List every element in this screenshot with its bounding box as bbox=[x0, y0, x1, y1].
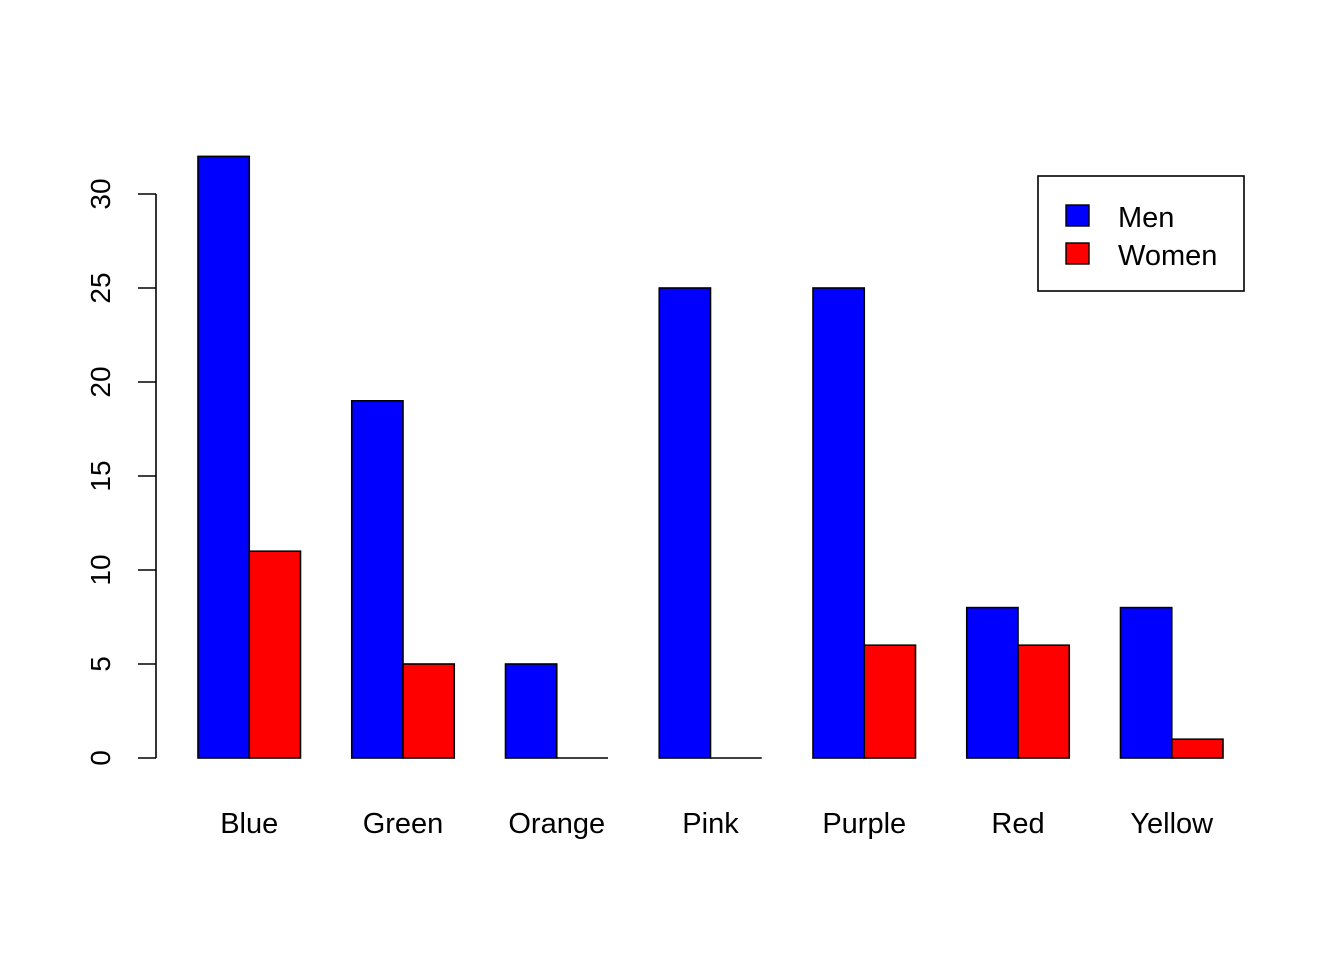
y-tick-label-20: 20 bbox=[85, 366, 116, 397]
bar-men-purple bbox=[812, 287, 866, 759]
y-tick-label-25: 25 bbox=[85, 272, 116, 303]
legend-label-men: Men bbox=[1118, 202, 1174, 234]
y-tick-label-5: 5 bbox=[85, 656, 116, 672]
legend-box bbox=[1037, 175, 1245, 292]
x-label-yellow: Yellow bbox=[1130, 808, 1214, 840]
bar-men-pink bbox=[658, 287, 712, 759]
legend-swatch-men bbox=[1065, 204, 1090, 227]
bar-women-blue bbox=[248, 550, 302, 759]
y-tick-label-15: 15 bbox=[85, 460, 116, 491]
bar-men-blue bbox=[197, 155, 251, 759]
x-label-pink: Pink bbox=[682, 808, 739, 840]
bar-women-yellow bbox=[1170, 738, 1224, 759]
bar-women-green bbox=[402, 663, 456, 759]
bars-layer bbox=[197, 155, 1224, 759]
bar-women-purple bbox=[863, 644, 917, 759]
bar-men-red bbox=[965, 606, 1019, 759]
bar-women-red bbox=[1017, 644, 1071, 759]
y-axis: 0 5 10 15 20 25 30 bbox=[85, 178, 157, 766]
bar-men-green bbox=[350, 399, 404, 759]
legend: Men Women bbox=[1037, 175, 1245, 292]
y-tick-label-10: 10 bbox=[85, 554, 116, 585]
legend-label-women: Women bbox=[1118, 240, 1217, 272]
x-label-purple: Purple bbox=[822, 808, 906, 840]
x-label-red: Red bbox=[991, 808, 1044, 840]
x-label-green: Green bbox=[363, 808, 444, 840]
y-tick-label-30: 30 bbox=[85, 178, 116, 209]
y-tick-label-0: 0 bbox=[85, 750, 116, 766]
bar-men-orange bbox=[504, 663, 558, 759]
x-label-orange: Orange bbox=[508, 808, 605, 840]
bar-men-yellow bbox=[1119, 606, 1173, 759]
x-label-blue: Blue bbox=[220, 808, 278, 840]
legend-swatch-women bbox=[1065, 242, 1090, 265]
x-axis-labels: Blue Green Orange Pink Purple Red Yellow bbox=[220, 808, 1214, 840]
